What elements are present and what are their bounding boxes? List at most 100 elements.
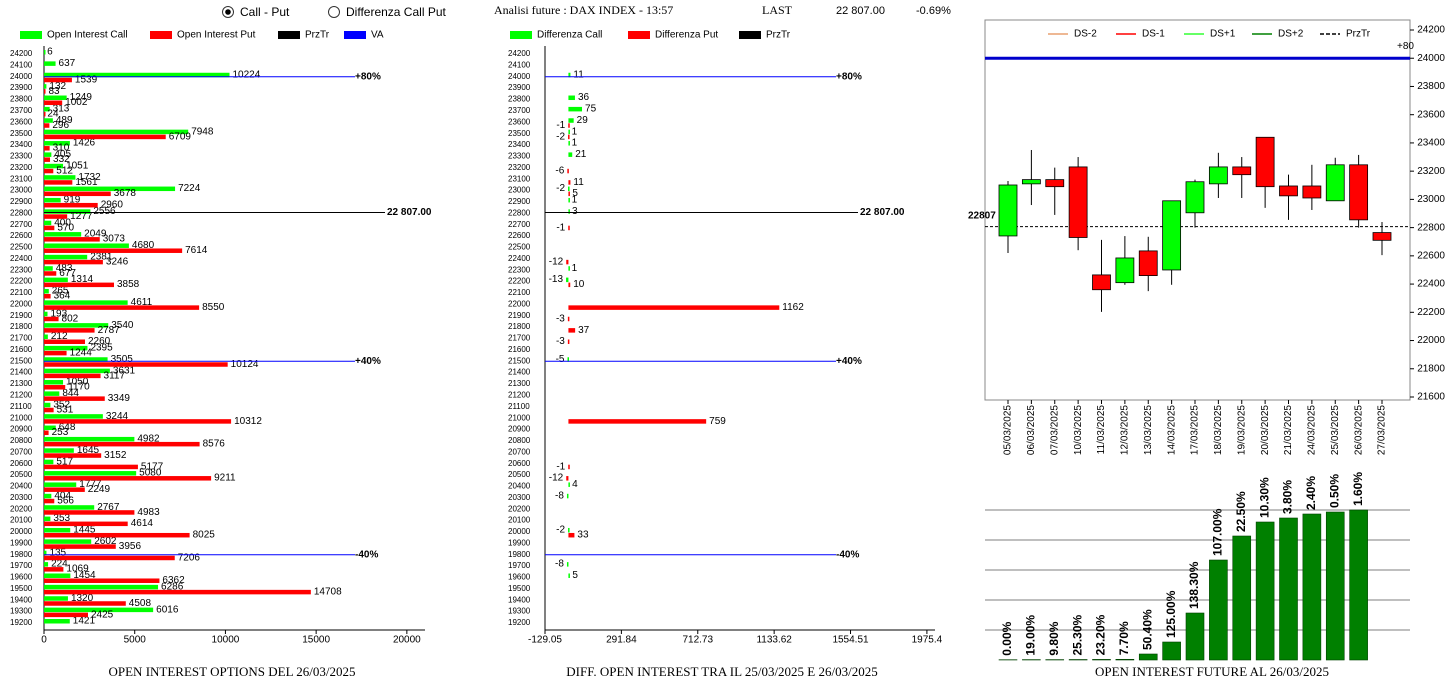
x-tick-label: 712.73	[682, 635, 713, 646]
bar	[44, 619, 70, 624]
bar	[568, 266, 570, 271]
candle-body	[1279, 185, 1298, 197]
x-tick-label: 1133.62	[756, 635, 792, 646]
legend-swatch	[628, 31, 650, 39]
bar	[1138, 653, 1158, 661]
change-label: 22.50%	[1234, 491, 1248, 532]
bar	[44, 527, 71, 533]
strike-label: 19300	[508, 607, 531, 616]
chart-title: OPEN INTEREST FUTURE AL 26/03/2025	[1095, 664, 1329, 679]
strike-label: 20000	[508, 527, 531, 536]
bar	[44, 50, 46, 55]
bar	[44, 220, 52, 226]
candle-body	[1115, 257, 1135, 284]
legend-label: PrzTr	[766, 30, 791, 41]
bar	[44, 368, 110, 374]
radio-label[interactable]: Differenza Call Put	[346, 5, 446, 19]
bar	[44, 362, 228, 367]
value-label: 4611	[131, 297, 153, 308]
bar	[44, 505, 95, 510]
bar	[568, 152, 573, 157]
value-label: 5080	[139, 468, 162, 479]
strike-label: 24200	[10, 49, 33, 58]
strike-label: 22300	[508, 265, 531, 274]
radio[interactable]	[328, 6, 340, 18]
value-label: -13	[549, 274, 564, 285]
change-label: 7.70%	[1117, 621, 1131, 655]
value-label: 2767	[97, 502, 120, 513]
bar	[44, 539, 92, 544]
bar	[44, 100, 63, 106]
x-tick-label: 27/03/2025	[1377, 405, 1388, 455]
bar	[44, 209, 91, 214]
strike-label: 23300	[508, 152, 531, 161]
bar	[567, 339, 570, 344]
va-label: +80%	[355, 71, 381, 82]
y-tick-label: 22400	[1417, 279, 1445, 290]
value-label: 2381	[90, 251, 113, 262]
x-tick-label: 20/03/2025	[1260, 405, 1271, 455]
strike-label: 20400	[508, 482, 531, 491]
value-label: 7948	[191, 126, 214, 137]
bar	[44, 328, 95, 333]
bar	[568, 106, 583, 112]
value-label: 83	[49, 86, 61, 97]
radio-dot	[225, 9, 231, 15]
y-tick-label: 22600	[1417, 250, 1445, 261]
va-label: -40%	[355, 549, 378, 560]
bar	[44, 95, 67, 101]
value-label: 3349	[108, 393, 131, 404]
bar	[44, 544, 116, 549]
chart-title: DIFF. OPEN INTEREST TRA IL 25/03/2025 E …	[566, 664, 877, 679]
radio-label[interactable]: Call - Put	[240, 5, 290, 19]
bar	[44, 118, 53, 123]
bar	[44, 186, 176, 192]
bar	[44, 134, 166, 140]
value-label: 3246	[106, 256, 129, 267]
value-label: 6016	[156, 604, 179, 615]
change-label: 0.50%	[1327, 474, 1341, 508]
strike-label: 20200	[508, 504, 531, 513]
value-label: 3540	[111, 320, 134, 331]
value-label: 36	[578, 92, 590, 103]
x-tick-label: 5000	[124, 635, 147, 646]
strike-label: 19500	[508, 584, 531, 593]
candle-body	[1232, 166, 1252, 176]
value-label: 1069	[66, 564, 89, 575]
value-label: -5	[556, 354, 565, 365]
bar	[44, 180, 73, 185]
bar	[44, 141, 70, 146]
bar	[44, 77, 72, 83]
change-label: 2.40%	[1304, 476, 1318, 510]
value-label: 265	[52, 286, 69, 297]
bar	[44, 334, 48, 339]
value-label: 10	[573, 279, 585, 290]
value-label: 33	[577, 530, 589, 541]
bar	[568, 129, 570, 135]
value-label: 3678	[114, 188, 137, 199]
legend-label: PrzTr	[1346, 29, 1371, 40]
bar	[44, 191, 111, 197]
strike-label: 21500	[508, 356, 531, 365]
x-tick-label: 21/03/2025	[1283, 405, 1294, 455]
value-label: 14708	[314, 587, 342, 598]
legend-label: Open Interest Call	[47, 30, 128, 41]
x-tick-label: 19/03/2025	[1236, 405, 1247, 455]
strike-label: 21600	[10, 345, 33, 354]
legend-label: DS+2	[1278, 29, 1304, 40]
y-tick-label: 23600	[1417, 109, 1445, 120]
value-label: 1050	[66, 377, 89, 388]
bar	[44, 254, 88, 260]
chart-title: OPEN INTEREST OPTIONS DEL 26/03/2025	[109, 664, 356, 679]
bar	[44, 510, 135, 515]
strike-label: 19200	[508, 618, 531, 627]
value-label: 10312	[234, 416, 262, 427]
value-label: 7206	[178, 552, 201, 563]
strike-label: 20700	[508, 447, 531, 456]
strike-label: 21300	[508, 379, 531, 388]
bar	[1255, 521, 1275, 661]
x-tick-label: 24/03/2025	[1307, 405, 1318, 455]
bar	[566, 493, 569, 499]
change-label: 138.30%	[1187, 561, 1201, 609]
candle-body	[1185, 181, 1205, 214]
